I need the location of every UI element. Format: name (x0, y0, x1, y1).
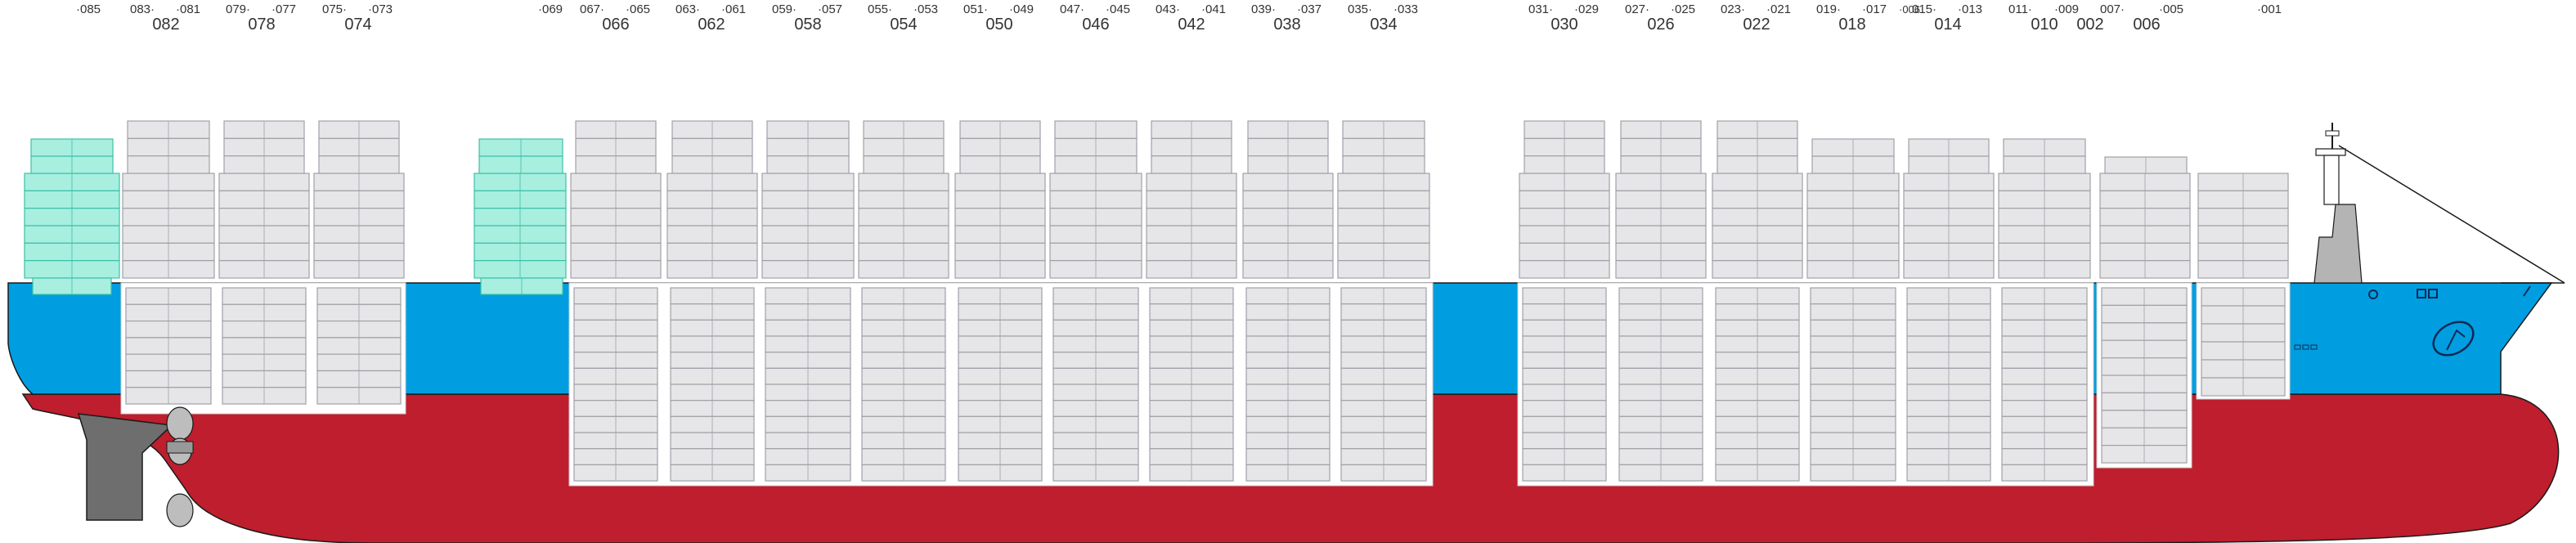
bay-sub-label-right: ·057 (818, 2, 843, 16)
extra-bay-label: 007· (2100, 2, 2125, 16)
bay-sub-label-right: ·033 (1393, 2, 1419, 16)
deckhouse (2313, 204, 2363, 284)
bay-sub-label-right: ·081 (176, 2, 201, 16)
bay-number-label: 014 (1934, 16, 1962, 34)
bay-sub-label-left: 011· (2008, 2, 2032, 16)
extra-bay-label: ·085 (76, 2, 101, 16)
bay-sub-label-left: 055· (868, 2, 893, 16)
bay-number-label: 042 (1178, 16, 1205, 34)
bay-sub-label-left: 047· (1060, 2, 1085, 16)
bay-sub-label-right: ·037 (1297, 2, 1322, 16)
bay-sub-label-right: ·013 (1958, 2, 1983, 16)
bay-number-label: 050 (985, 16, 1013, 34)
bay-number-label: 022 (1743, 16, 1770, 34)
bay-number-label: 066 (602, 16, 630, 34)
extra-bay-label: 002 (2076, 16, 2104, 34)
bay-number-label: 046 (1082, 16, 1110, 34)
bay-sub-label-left: 063· (675, 2, 701, 16)
hull-opening-icon (2310, 344, 2318, 350)
bay-number-label: 078 (248, 16, 276, 34)
bay-sub-label-left: 059· (772, 2, 797, 16)
bow-thruster-icon (2446, 329, 2466, 351)
bay-number-label: 030 (1551, 16, 1578, 34)
bay-sub-label-right: ·065 (626, 2, 651, 16)
propeller-blade (166, 406, 194, 441)
anchor-pocket-icon (2428, 289, 2438, 298)
rudder (77, 413, 173, 521)
bay-number-label: 074 (344, 16, 372, 34)
bay-sub-label-right: ·009 (2054, 2, 2080, 16)
extra-bay-label: ·001 (2257, 2, 2282, 16)
bay-sub-label-right: ·073 (368, 2, 393, 16)
bay-number-label: 034 (1370, 16, 1398, 34)
bay-sub-label-right: ·077 (272, 2, 297, 16)
bay-sub-label-left: 079· (226, 2, 251, 16)
hull-opening-icon (2294, 344, 2301, 350)
bridge-tower (2323, 155, 2340, 205)
extra-bay-label: 006 (2133, 16, 2161, 34)
bay-sub-label-left: 051· (963, 2, 989, 16)
bay-number-label: 058 (794, 16, 822, 34)
forestay-line (2338, 145, 2565, 284)
cargo-hold (1517, 282, 2094, 487)
anchor-pocket-icon (2417, 289, 2426, 298)
bay-sub-label-right: ·021 (1766, 2, 1792, 16)
bay-sub-label-left: 035· (1348, 2, 1373, 16)
propeller-blade (166, 493, 194, 527)
bay-number-label: 038 (1273, 16, 1301, 34)
bay-number-label: 018 (1838, 16, 1866, 34)
bow-mark-icon (2523, 285, 2531, 297)
bow-mark-icon (2368, 289, 2378, 299)
bay-sub-label-right: ·025 (1671, 2, 1696, 16)
bay-sub-label-left: 067· (580, 2, 605, 16)
mast-yard (2325, 130, 2340, 137)
bay-sub-label-right: ·017 (1862, 2, 1887, 16)
bay-sub-label-left: 023· (1721, 2, 1746, 16)
bay-sub-label-right: ·041 (1201, 2, 1227, 16)
bay-sub-label-right: ·053 (913, 2, 939, 16)
hull-opening-icon (2302, 344, 2309, 350)
bay-sub-label-left: 015· (1912, 2, 1937, 16)
bay-sub-label-left: 043· (1156, 2, 1181, 16)
bay-sub-label-left: 019· (1816, 2, 1842, 16)
propeller-hub (166, 441, 194, 454)
bow-thruster-icon (2432, 321, 2475, 357)
bridge-wing (2315, 148, 2346, 156)
bay-number-label: 082 (152, 16, 180, 34)
extra-bay-label: ·069 (538, 2, 563, 16)
bay-sub-label-left: 075· (322, 2, 348, 16)
bay-number-label: 026 (1647, 16, 1675, 34)
bay-number-label: 010 (2031, 16, 2058, 34)
extra-bay-label: ·005 (2159, 2, 2184, 16)
bay-number-label: 054 (890, 16, 918, 34)
bay-sub-label-left: 027· (1625, 2, 1650, 16)
bay-sub-label-right: ·045 (1106, 2, 1131, 16)
extra-bay-label: ·006 (1899, 3, 1921, 16)
bay-number-label: 062 (698, 16, 725, 34)
bay-sub-label-left: 031· (1528, 2, 1554, 16)
bay-sub-label-right: ·049 (1009, 2, 1034, 16)
bay-sub-label-right: ·061 (721, 2, 747, 16)
bay-sub-label-left: 039· (1251, 2, 1277, 16)
bay-sub-label-right: ·029 (1574, 2, 1600, 16)
bay-sub-label-left: 083· (130, 2, 155, 16)
